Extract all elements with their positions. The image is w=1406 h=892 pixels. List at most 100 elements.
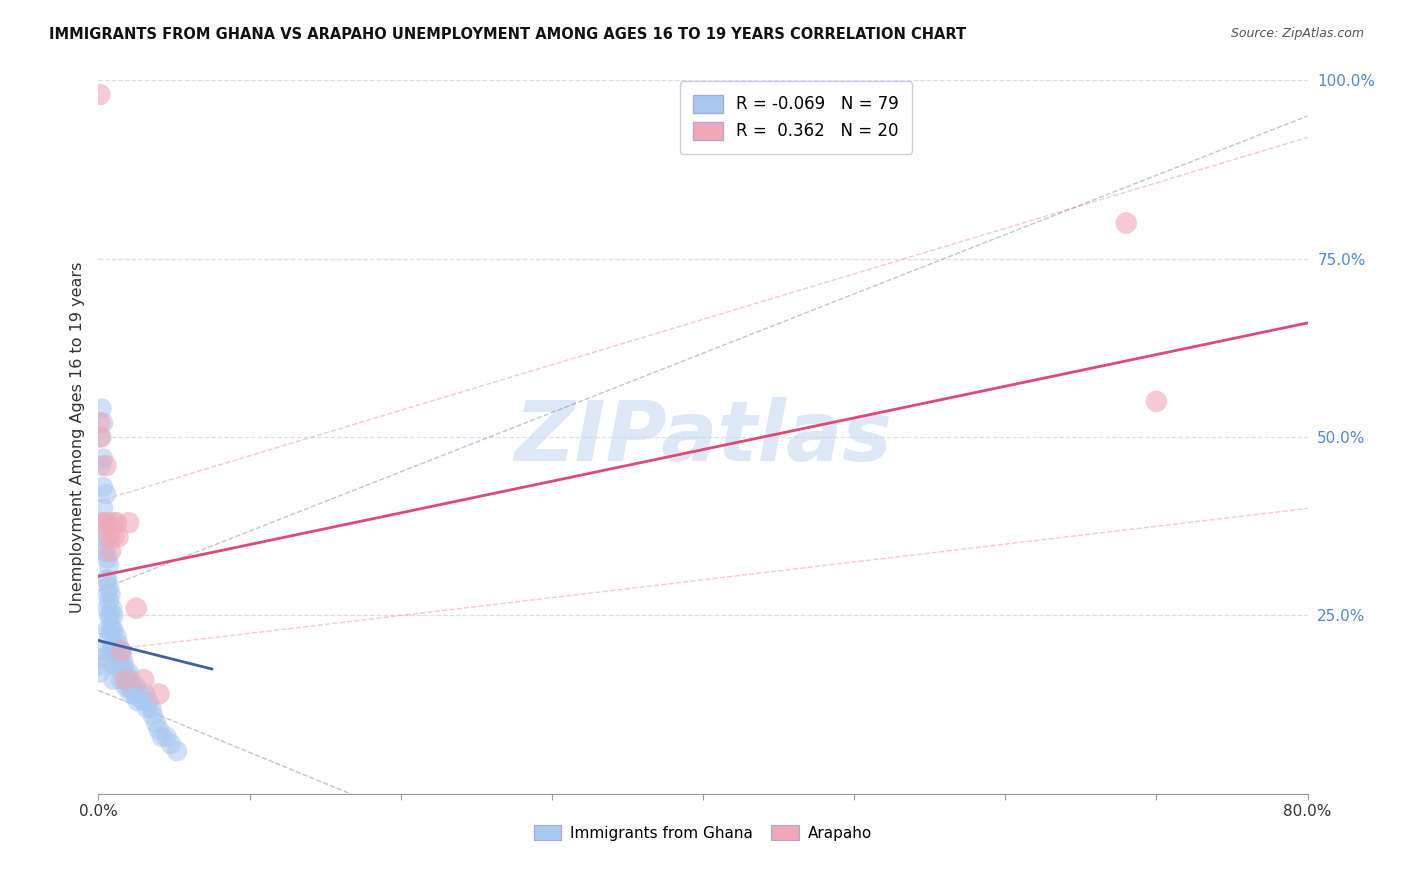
Point bbox=[91, 416, 114, 430]
Point bbox=[89, 644, 111, 658]
Point bbox=[166, 744, 188, 758]
Point bbox=[121, 687, 143, 701]
Point bbox=[132, 694, 155, 708]
Point bbox=[105, 630, 128, 644]
Point bbox=[114, 673, 136, 687]
Point bbox=[93, 516, 115, 530]
Point bbox=[96, 516, 118, 530]
Point bbox=[111, 665, 134, 680]
Point bbox=[103, 637, 125, 651]
Point bbox=[101, 601, 124, 615]
Point bbox=[89, 430, 111, 444]
Point bbox=[120, 673, 142, 687]
Point bbox=[148, 687, 170, 701]
Point bbox=[98, 608, 121, 623]
Point bbox=[90, 401, 112, 416]
Point bbox=[103, 623, 125, 637]
Point bbox=[141, 701, 163, 715]
Text: ZIPatlas: ZIPatlas bbox=[515, 397, 891, 477]
Point bbox=[98, 580, 121, 594]
Point bbox=[98, 630, 121, 644]
Point bbox=[107, 530, 129, 544]
Point bbox=[122, 680, 145, 694]
Point bbox=[89, 665, 111, 680]
Point bbox=[98, 558, 121, 573]
Point bbox=[91, 451, 114, 466]
Point bbox=[1115, 216, 1137, 230]
Point bbox=[118, 680, 141, 694]
Point bbox=[124, 687, 146, 701]
Point bbox=[107, 637, 129, 651]
Point bbox=[91, 501, 114, 516]
Point bbox=[118, 665, 141, 680]
Point bbox=[101, 623, 124, 637]
Point bbox=[108, 644, 131, 658]
Point bbox=[115, 673, 138, 687]
Point bbox=[93, 544, 115, 558]
Point bbox=[110, 658, 132, 673]
Y-axis label: Unemployment Among Ages 16 to 19 years: Unemployment Among Ages 16 to 19 years bbox=[69, 261, 84, 613]
Point bbox=[103, 658, 125, 673]
Point bbox=[100, 608, 122, 623]
Point bbox=[90, 430, 112, 444]
Point bbox=[98, 594, 121, 608]
Point bbox=[114, 680, 136, 694]
Point bbox=[142, 708, 165, 723]
Point bbox=[100, 644, 122, 658]
Point bbox=[132, 673, 155, 687]
Point bbox=[89, 416, 111, 430]
Point bbox=[150, 730, 173, 744]
Point bbox=[93, 530, 115, 544]
Point bbox=[128, 687, 150, 701]
Point bbox=[89, 651, 111, 665]
Point bbox=[134, 687, 156, 701]
Text: Source: ZipAtlas.com: Source: ZipAtlas.com bbox=[1230, 27, 1364, 40]
Point bbox=[110, 644, 132, 658]
Point bbox=[125, 680, 148, 694]
Point bbox=[96, 530, 118, 544]
Point bbox=[96, 573, 118, 587]
Point bbox=[111, 651, 134, 665]
Legend: Immigrants from Ghana, Arapaho: Immigrants from Ghana, Arapaho bbox=[527, 819, 879, 847]
Point bbox=[110, 673, 132, 687]
Point bbox=[94, 516, 117, 530]
Point bbox=[1144, 394, 1167, 409]
Text: IMMIGRANTS FROM GHANA VS ARAPAHO UNEMPLOYMENT AMONG AGES 16 TO 19 YEARS CORRELAT: IMMIGRANTS FROM GHANA VS ARAPAHO UNEMPLO… bbox=[49, 27, 966, 42]
Point bbox=[94, 487, 117, 501]
Point bbox=[89, 87, 111, 102]
Point bbox=[118, 516, 141, 530]
Point bbox=[103, 608, 125, 623]
Point bbox=[101, 644, 124, 658]
Point bbox=[91, 516, 114, 530]
Point bbox=[96, 587, 118, 601]
Point bbox=[105, 516, 128, 530]
Point bbox=[105, 644, 128, 658]
Point bbox=[155, 730, 177, 744]
Point bbox=[145, 715, 167, 730]
Point bbox=[89, 658, 111, 673]
Point bbox=[90, 458, 112, 473]
Point bbox=[103, 516, 125, 530]
Point bbox=[94, 458, 117, 473]
Point bbox=[103, 530, 125, 544]
Point bbox=[96, 601, 118, 615]
Point bbox=[100, 623, 122, 637]
Point bbox=[100, 587, 122, 601]
Point bbox=[91, 480, 114, 494]
Point bbox=[100, 544, 122, 558]
Point bbox=[108, 658, 131, 673]
Point bbox=[127, 694, 149, 708]
Point bbox=[136, 694, 159, 708]
Point bbox=[98, 530, 121, 544]
Point bbox=[107, 651, 129, 665]
Point bbox=[125, 601, 148, 615]
Point bbox=[94, 573, 117, 587]
Point bbox=[96, 623, 118, 637]
Point bbox=[148, 723, 170, 737]
Point bbox=[105, 658, 128, 673]
Point bbox=[112, 658, 135, 673]
Point bbox=[94, 544, 117, 558]
Point bbox=[103, 644, 125, 658]
Point bbox=[114, 665, 136, 680]
Point bbox=[110, 644, 132, 658]
